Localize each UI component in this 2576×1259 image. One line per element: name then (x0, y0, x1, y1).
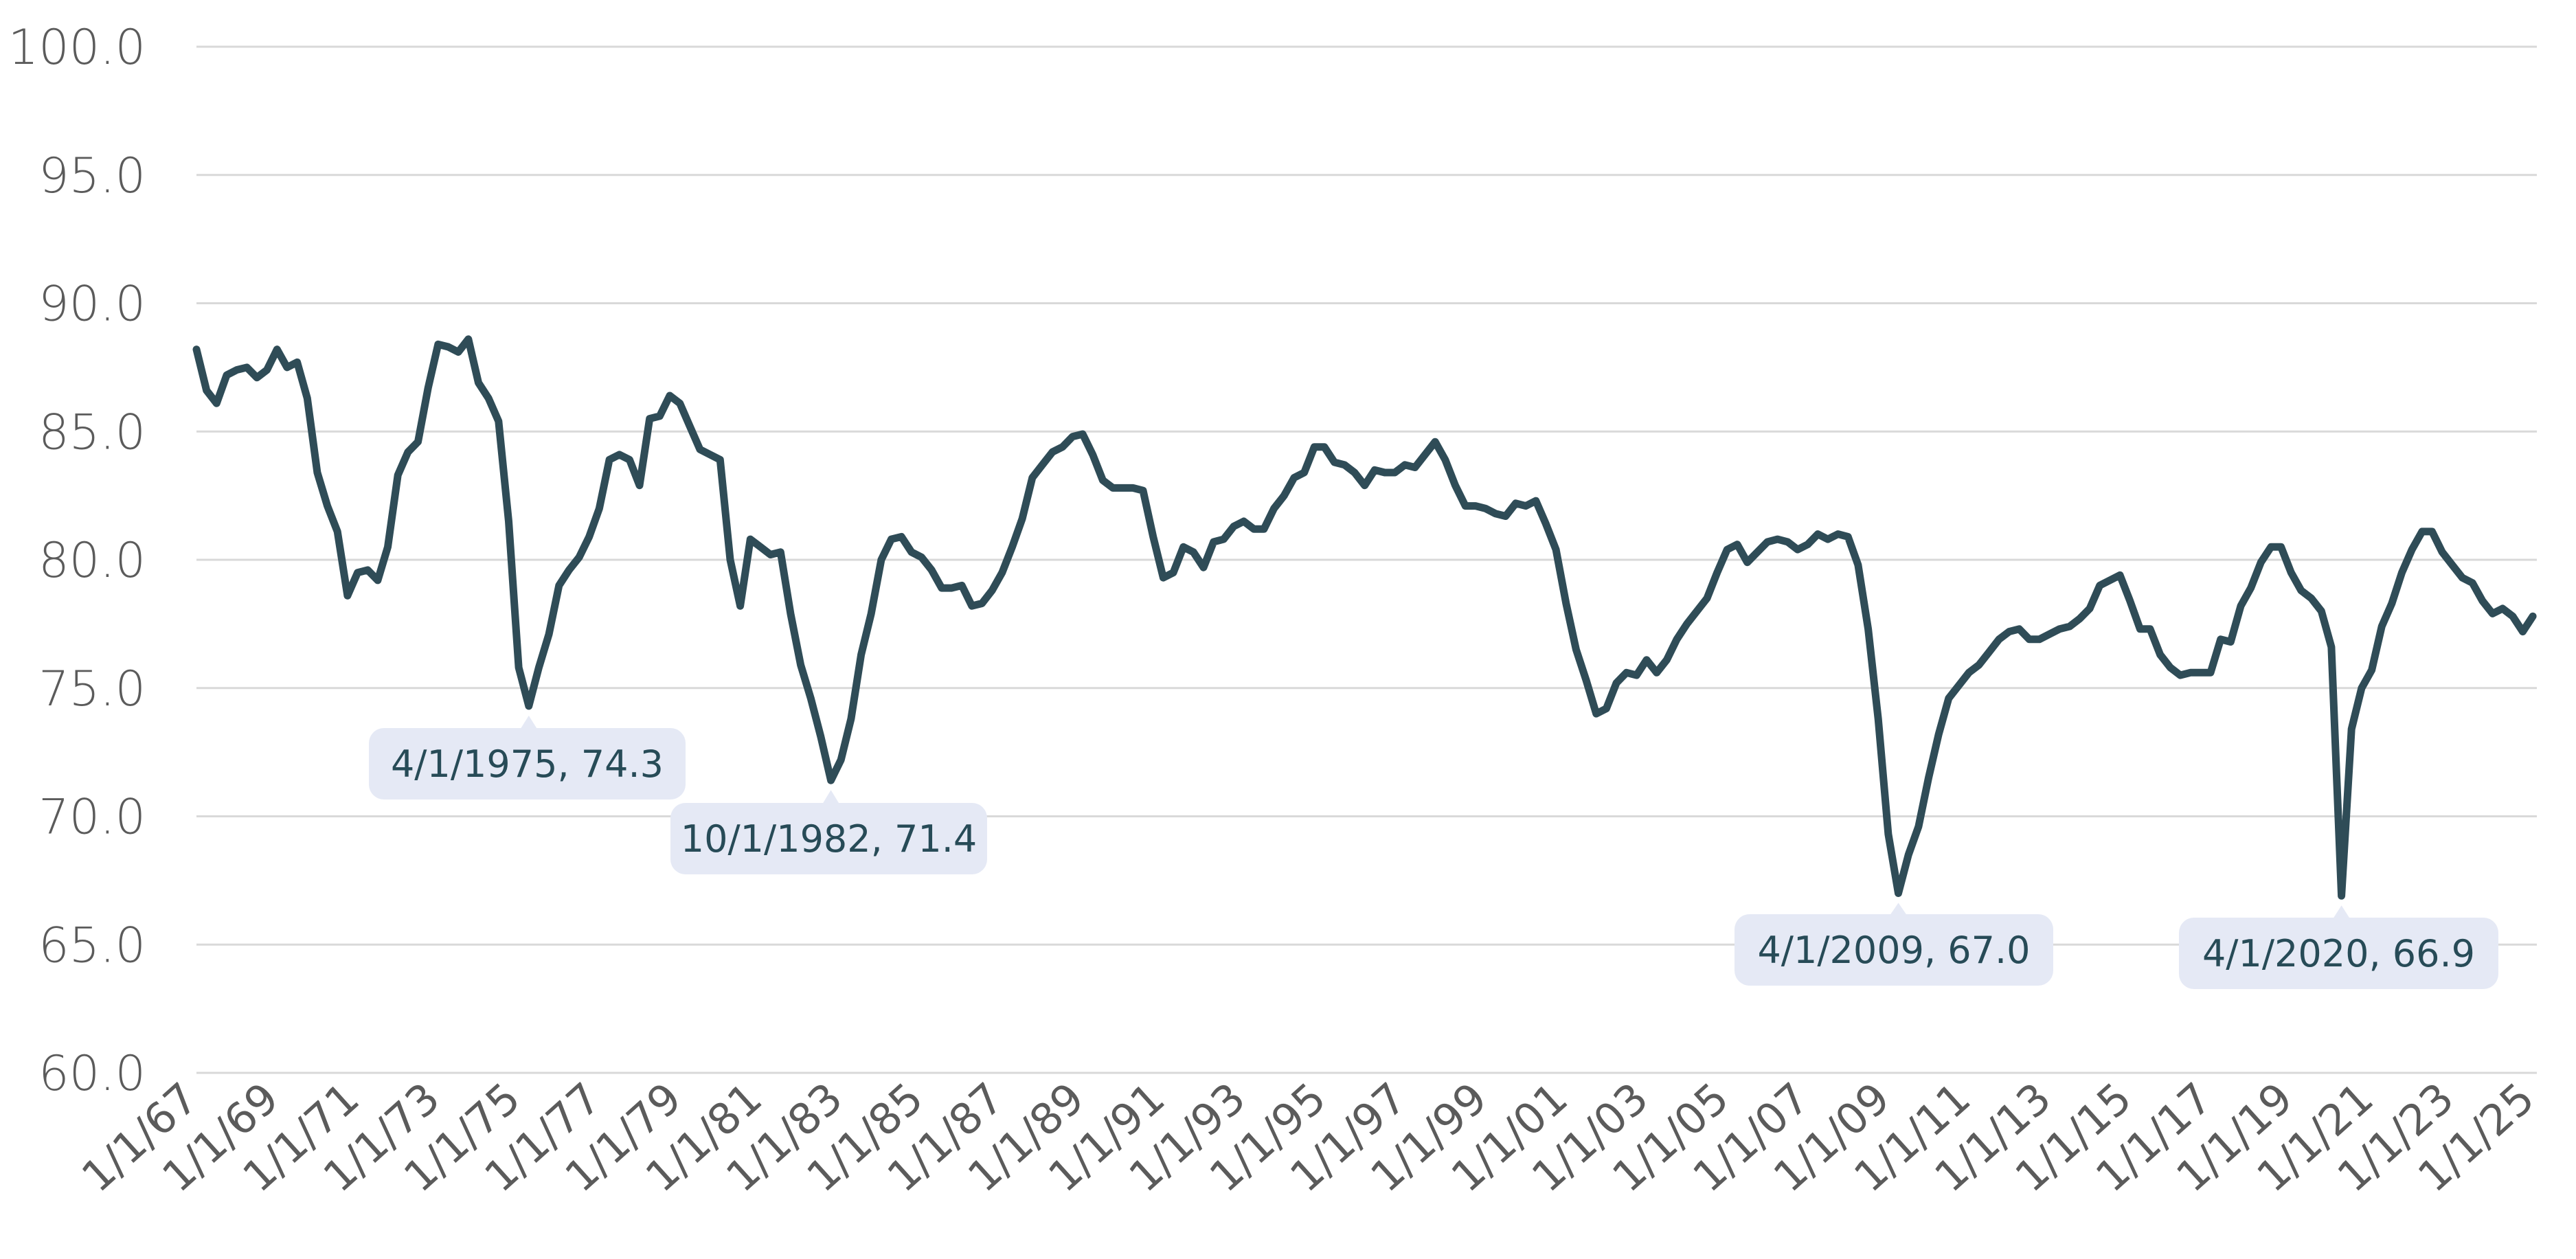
annotations: 4/1/1975, 74.3 10/1/1982, 71.4 4/1/2009, 6… (369, 715, 2498, 989)
y-tick-label: 85.0 (38, 404, 146, 460)
y-tick-label: 80.0 (38, 532, 146, 589)
annotation-pointer (822, 790, 839, 804)
annotation-pointer (1890, 903, 1907, 915)
y-tick-label: 75.0 (38, 661, 146, 717)
annotation-label: 4/1/2020, 66.9 (2202, 932, 2475, 975)
annotation-callout: 4/1/1975, 74.3 (369, 715, 686, 799)
annotation-pointer (2333, 905, 2350, 918)
y-tick-label: 70.0 (38, 789, 146, 846)
data-series (192, 335, 2537, 900)
series-line (192, 335, 2537, 900)
annotation-callout: 10/1/1982, 71.4 (670, 790, 987, 874)
y-tick-label: 100.0 (8, 19, 146, 76)
annotation-callout: 4/1/2009, 67.0 (1735, 903, 2053, 986)
annotation-label: 4/1/1975, 74.3 (391, 742, 664, 786)
annotation-box (2179, 918, 2498, 989)
annotation-box (369, 728, 686, 799)
annotation-box (1735, 914, 2053, 986)
annotation-label: 4/1/2009, 67.0 (1757, 929, 2030, 972)
annotation-box (670, 803, 987, 874)
y-tick-label: 65.0 (38, 917, 146, 973)
y-axis-labels: 100.0 95.0 90.0 85.0 80.0 75.0 70.0 65.0 60.0 (8, 19, 146, 1102)
y-tick-label: 60.0 (38, 1045, 146, 1102)
annotation-pointer (520, 715, 537, 729)
gridlines (196, 45, 2537, 1074)
annotation-label: 10/1/1982, 71.4 (681, 817, 977, 861)
y-tick-label: 95.0 (38, 148, 146, 204)
x-axis-labels: 1/1/671/1/691/1/711/1/731/1/751/1/771/1/… (72, 1073, 2544, 1202)
annotation-callout: 4/1/2020, 66.9 (2179, 905, 2498, 989)
y-tick-label: 90.0 (38, 276, 146, 332)
